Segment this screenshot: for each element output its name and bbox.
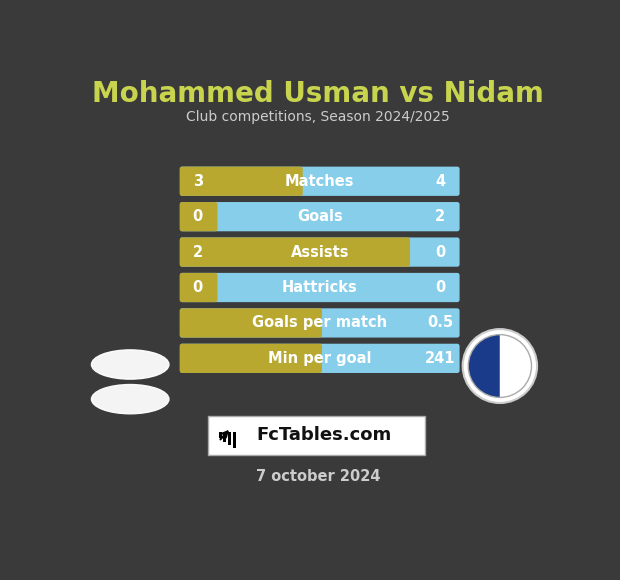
FancyBboxPatch shape	[180, 166, 303, 196]
Bar	[219, 432, 222, 438]
FancyBboxPatch shape	[180, 273, 459, 302]
Text: 4: 4	[435, 174, 445, 188]
FancyBboxPatch shape	[180, 237, 410, 267]
FancyBboxPatch shape	[208, 416, 425, 455]
Text: 7 october 2024: 7 october 2024	[255, 469, 380, 484]
FancyBboxPatch shape	[180, 237, 459, 267]
FancyBboxPatch shape	[180, 344, 322, 373]
Text: 0.5: 0.5	[427, 316, 453, 331]
FancyBboxPatch shape	[180, 202, 459, 231]
Text: Goals per match: Goals per match	[252, 316, 388, 331]
FancyBboxPatch shape	[180, 202, 218, 231]
Text: 0: 0	[435, 245, 445, 260]
Bar	[223, 432, 226, 441]
Ellipse shape	[92, 350, 169, 379]
Text: Matches: Matches	[285, 174, 355, 188]
Wedge shape	[468, 335, 500, 397]
Text: Goals: Goals	[297, 209, 343, 224]
Text: 2: 2	[193, 245, 203, 260]
Text: 0: 0	[192, 209, 203, 224]
FancyBboxPatch shape	[180, 344, 459, 373]
Circle shape	[463, 329, 537, 403]
Text: FcTables.com: FcTables.com	[256, 426, 392, 444]
Text: Mohammed Usman vs Nidam: Mohammed Usman vs Nidam	[92, 80, 544, 108]
Ellipse shape	[92, 385, 169, 414]
FancyBboxPatch shape	[180, 309, 322, 338]
FancyBboxPatch shape	[180, 273, 218, 302]
Wedge shape	[500, 335, 531, 397]
FancyBboxPatch shape	[180, 309, 459, 338]
Text: 241: 241	[425, 351, 456, 366]
Text: Min per goal: Min per goal	[268, 351, 371, 366]
Text: 3: 3	[193, 174, 203, 188]
FancyBboxPatch shape	[180, 166, 459, 196]
Text: 0: 0	[192, 280, 203, 295]
Bar	[228, 432, 231, 445]
Text: Club competitions, Season 2024/2025: Club competitions, Season 2024/2025	[186, 110, 450, 124]
Bar	[232, 432, 236, 448]
Text: 0: 0	[435, 280, 445, 295]
Text: 2: 2	[435, 209, 445, 224]
Text: Hattricks: Hattricks	[282, 280, 358, 295]
Text: Assists: Assists	[290, 245, 349, 260]
